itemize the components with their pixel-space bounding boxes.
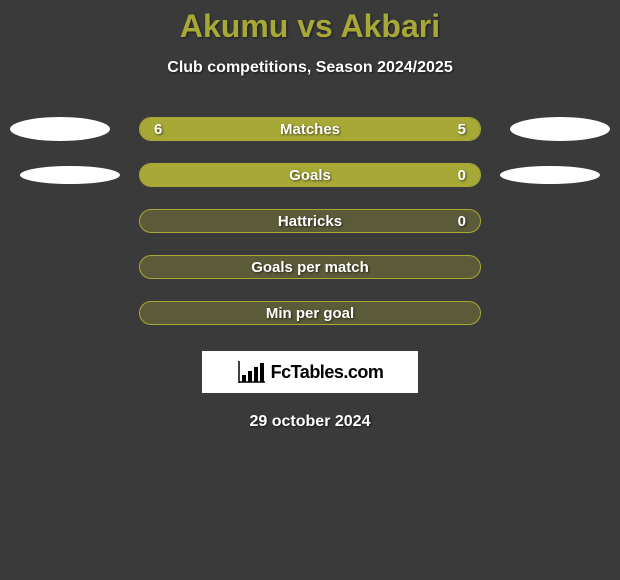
stat-label-1: Goals <box>289 167 331 184</box>
stat-row-mpg: Min per goal <box>0 301 620 325</box>
stat-label-4: Min per goal <box>266 305 354 322</box>
stat-bar-gpm: Goals per match <box>139 255 481 279</box>
logo-text: FcTables.com <box>271 362 384 383</box>
stat-bar-goals: Goals 0 <box>139 163 481 187</box>
stat-bar-mpg: Min per goal <box>139 301 481 325</box>
stat-label-0: Matches <box>280 121 340 138</box>
stat-value-right-0: 5 <box>458 121 466 138</box>
bar-chart-icon <box>237 361 265 383</box>
stat-value-right-2: 0 <box>458 213 466 230</box>
stat-bar-matches: 6 Matches 5 <box>139 117 481 141</box>
page-title: Akumu vs Akbari <box>0 8 620 45</box>
ellipse-right-1 <box>500 166 600 184</box>
date-text: 29 october 2024 <box>0 413 620 431</box>
logo-box[interactable]: FcTables.com <box>202 351 418 393</box>
stat-label-3: Goals per match <box>251 259 369 276</box>
stat-label-2: Hattricks <box>278 213 342 230</box>
stat-value-left-0: 6 <box>154 121 162 138</box>
ellipse-right-0 <box>510 117 610 141</box>
stat-row-goals: Goals 0 <box>0 163 620 187</box>
ellipse-left-0 <box>10 117 110 141</box>
stat-value-right-1: 0 <box>458 167 466 184</box>
stat-bar-hattricks: Hattricks 0 <box>139 209 481 233</box>
stat-row-hattricks: Hattricks 0 <box>0 209 620 233</box>
page-subtitle: Club competitions, Season 2024/2025 <box>0 59 620 77</box>
stats-container: 6 Matches 5 Goals 0 Hattricks 0 Goals pe… <box>0 117 620 325</box>
ellipse-left-1 <box>20 166 120 184</box>
stat-row-gpm: Goals per match <box>0 255 620 279</box>
stat-row-matches: 6 Matches 5 <box>0 117 620 141</box>
